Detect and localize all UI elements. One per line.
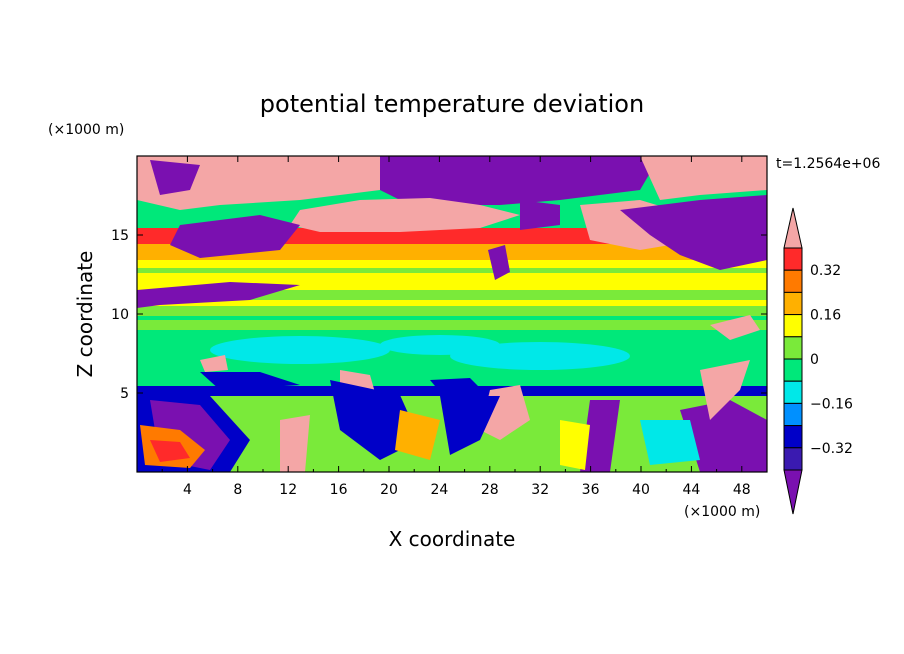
yellow-blob (560, 420, 590, 470)
chart-title: potential temperature deviation (260, 90, 644, 118)
cyan-blob (640, 420, 700, 465)
x-tick-label: 44 (682, 482, 700, 498)
pink-mass (290, 198, 520, 232)
x-tick-label: 32 (531, 482, 549, 498)
colorbar-cell (783, 269, 803, 293)
x-tick-label: 16 (330, 482, 348, 498)
y-unit-label: (×1000 m) (48, 122, 124, 138)
x-tick-label: 24 (430, 482, 448, 498)
x-tick-label: 20 (380, 482, 398, 498)
purple-mass (520, 200, 560, 230)
purple-blob (200, 372, 300, 390)
time-label: t=1.2564e+06 (776, 156, 880, 172)
colorbar-label: 0.32 (810, 263, 841, 279)
purple-blob (580, 400, 620, 472)
x-tick-label: 4 (183, 482, 192, 498)
layer-orange (137, 244, 767, 260)
y-tick-label: 10 (111, 307, 129, 323)
x-axis: 4 8 12 16 20 24 28 32 36 40 44 48 (161, 156, 751, 498)
x-tick-label: 36 (582, 482, 600, 498)
x-tick-label: 8 (233, 482, 242, 498)
pink-mass (710, 315, 760, 340)
y-axis: 5 10 15 (111, 228, 767, 402)
stripe (137, 300, 767, 306)
y-tick-label: 15 (111, 228, 129, 244)
blue-band (137, 386, 767, 396)
colorbar-top-triangle (783, 207, 803, 249)
colorbar-cell (783, 425, 803, 449)
colorbar-bottom-triangle (783, 469, 803, 515)
purple-mass (620, 195, 767, 270)
stripe (137, 268, 767, 273)
colorbar-cell (783, 291, 803, 316)
x-tick-label: 48 (733, 482, 751, 498)
x-tick-label: 40 (632, 482, 650, 498)
plot-area (137, 156, 767, 472)
purple-mass (488, 245, 510, 280)
x-unit-label: (×1000 m) (684, 504, 760, 520)
pink-blob (280, 415, 310, 472)
colorbar-label: −0.32 (810, 441, 853, 457)
cyan-patch (380, 335, 500, 355)
colorbar-label: 0 (810, 352, 819, 368)
colorbar-cell (783, 336, 803, 360)
purple-blob (430, 378, 480, 392)
y-axis-title: Z coordinate (73, 251, 97, 378)
colorbar-cell (783, 314, 803, 338)
pink-mass (200, 355, 228, 372)
colorbar-label: 0.16 (810, 308, 841, 324)
cyan-patch (450, 342, 630, 370)
pink-mass (640, 156, 767, 200)
purple-mass (170, 215, 300, 258)
y-tick-label: 5 (120, 386, 129, 402)
blue-blob (440, 396, 500, 455)
purple-mass (137, 282, 300, 308)
colorbar: 0.32 0.16 0 −0.16 −0.32 (783, 207, 853, 515)
x-tick-label: 28 (481, 482, 499, 498)
colorbar-cell (783, 402, 803, 427)
colorbar-cell (783, 447, 803, 471)
x-tick-label: 12 (279, 482, 297, 498)
purple-blob (680, 400, 767, 472)
purple-mass (150, 160, 200, 195)
pink-blob (700, 360, 750, 420)
red-blob (150, 440, 190, 462)
orange-blob (395, 410, 440, 460)
colorbar-label: −0.16 (810, 396, 853, 412)
colorbar-cell (783, 380, 803, 404)
purple-mass (380, 156, 660, 205)
cyan-patch (210, 336, 390, 364)
colorbar-cell (783, 247, 803, 271)
x-axis-title: X coordinate (389, 527, 516, 551)
colorbar-cell (783, 358, 803, 382)
stripe (137, 316, 767, 320)
